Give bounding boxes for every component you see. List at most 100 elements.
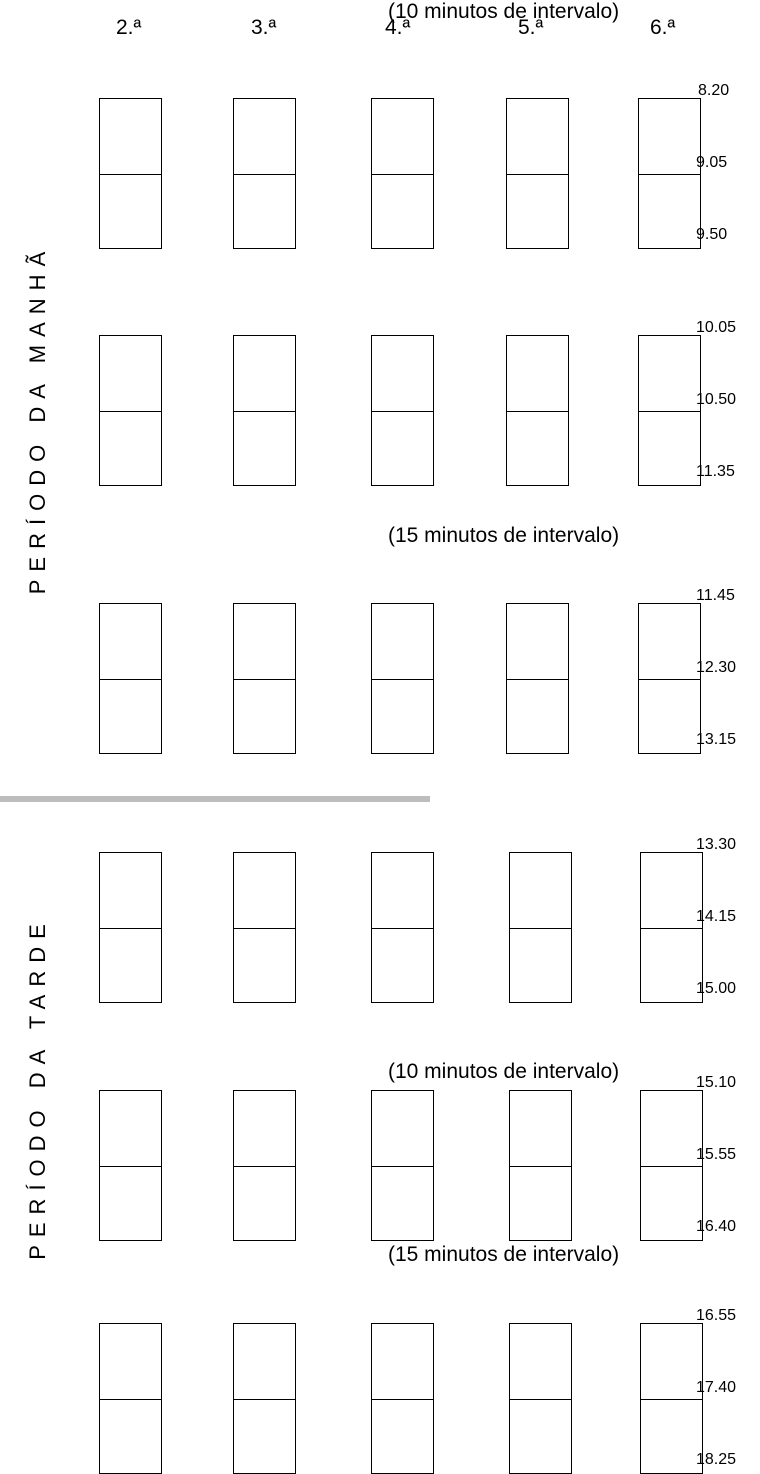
lesson-slot (233, 603, 296, 754)
lesson-cell-first (234, 853, 295, 929)
lesson-cell-first (639, 336, 700, 412)
lesson-slot (371, 852, 434, 1003)
day-header-monday: 2.ª (116, 16, 142, 39)
lesson-slot (506, 603, 569, 754)
lesson-cell-second (100, 930, 161, 1002)
period-label-morning: PERÍODO DA MANHÃ (25, 243, 51, 595)
period-divider (0, 796, 430, 802)
day-header-thursday: 5.ª (518, 16, 544, 39)
lesson-cell-second (507, 413, 568, 485)
time-label: 11.35 (696, 463, 735, 480)
time-label: 10.05 (696, 319, 737, 336)
lesson-cell-second (234, 413, 295, 485)
lesson-cell-second (372, 1401, 433, 1473)
time-label: 8.20 (698, 82, 730, 99)
lesson-cell-second (641, 1401, 702, 1473)
lesson-slot (640, 852, 703, 1003)
lesson-slot (99, 1090, 162, 1241)
lesson-cell-first (234, 99, 295, 175)
lesson-cell-second (510, 930, 571, 1002)
period-label-afternoon: PERÍODO DA TARDE (24, 916, 50, 1260)
lesson-slot (638, 98, 701, 249)
lesson-slot (509, 852, 572, 1003)
lesson-cell-second (641, 1168, 702, 1240)
lesson-cell-first (639, 99, 700, 175)
lesson-slot (233, 335, 296, 486)
lesson-cell-first (372, 1324, 433, 1400)
day-header-wednesday: 4.ª (385, 16, 411, 39)
lesson-cell-second (100, 176, 161, 248)
time-label: 12.30 (696, 659, 737, 676)
time-label: 18.25 (696, 1451, 737, 1468)
time-label: 13.30 (696, 836, 737, 853)
lesson-cell-second (641, 930, 702, 1002)
lesson-cell-first (234, 604, 295, 680)
time-label: 15.00 (696, 980, 737, 997)
lesson-cell-first (234, 1091, 295, 1167)
lesson-cell-first (100, 1091, 161, 1167)
lesson-cell-second (100, 1168, 161, 1240)
lesson-cell-second (234, 176, 295, 248)
lesson-cell-second (639, 176, 700, 248)
lesson-slot (638, 335, 701, 486)
lesson-cell-second (100, 413, 161, 485)
lesson-slot (509, 1323, 572, 1474)
lesson-cell-second (372, 1168, 433, 1240)
lesson-slot (638, 603, 701, 754)
lesson-slot (371, 603, 434, 754)
lesson-cell-first (234, 1324, 295, 1400)
lesson-cell-first (507, 99, 568, 175)
lesson-cell-first (510, 853, 571, 929)
lesson-slot (371, 1090, 434, 1241)
break-note: (10 minutos de intervalo) (388, 0, 620, 23)
lesson-cell-second (234, 930, 295, 1002)
lesson-cell-first (372, 853, 433, 929)
lesson-cell-second (510, 1401, 571, 1473)
time-label: 9.05 (696, 154, 728, 171)
lesson-cell-second (100, 1401, 161, 1473)
lesson-cell-first (372, 336, 433, 412)
lesson-cell-second (639, 681, 700, 753)
day-header-friday: 6.ª (650, 16, 676, 39)
lesson-slot (99, 98, 162, 249)
break-note: (15 minutos de intervalo) (388, 1243, 620, 1266)
time-label: 16.40 (696, 1218, 737, 1235)
time-label: 15.55 (696, 1146, 737, 1163)
lesson-slot (371, 98, 434, 249)
lesson-slot (371, 1323, 434, 1474)
lesson-cell-first (372, 99, 433, 175)
lesson-cell-second (234, 1401, 295, 1473)
time-label: 11.45 (696, 587, 735, 604)
lesson-cell-second (507, 176, 568, 248)
lesson-cell-second (372, 176, 433, 248)
lesson-cell-second (372, 930, 433, 1002)
lesson-cell-first (100, 604, 161, 680)
lesson-cell-first (100, 853, 161, 929)
break-note: (10 minutos de intervalo) (388, 1060, 620, 1083)
time-label: 14.15 (696, 908, 737, 925)
day-header-tuesday: 3.ª (251, 16, 277, 39)
lesson-slot (640, 1090, 703, 1241)
lesson-cell-first (100, 99, 161, 175)
time-label: 15.10 (696, 1074, 737, 1091)
time-label: 9.50 (696, 226, 728, 243)
lesson-cell-second (510, 1168, 571, 1240)
lesson-cell-first (510, 1324, 571, 1400)
time-label: 16.55 (696, 1307, 737, 1324)
lesson-cell-first (641, 1091, 702, 1167)
lesson-cell-first (641, 853, 702, 929)
lesson-slot (233, 98, 296, 249)
lesson-cell-first (507, 336, 568, 412)
time-label: 10.50 (696, 391, 737, 408)
lesson-cell-first (100, 336, 161, 412)
time-label: 17.40 (696, 1379, 737, 1396)
lesson-slot (640, 1323, 703, 1474)
time-label: 13.15 (696, 731, 737, 748)
lesson-slot (99, 852, 162, 1003)
lesson-cell-first (372, 604, 433, 680)
lesson-cell-first (639, 604, 700, 680)
lesson-cell-first (510, 1091, 571, 1167)
lesson-slot (233, 1323, 296, 1474)
break-note: (15 minutos de intervalo) (388, 524, 620, 547)
